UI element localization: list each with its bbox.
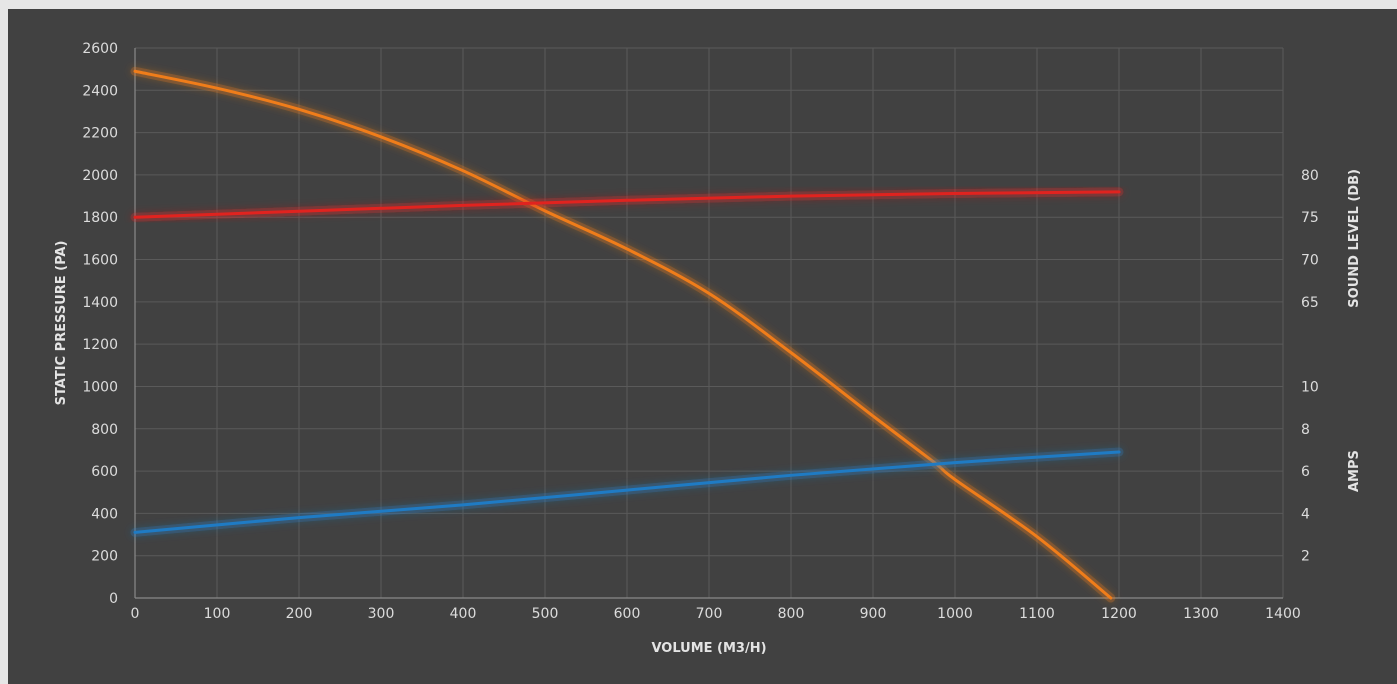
y-tick-label: 600 [91,464,118,480]
sound-tick-label: 75 [1301,210,1319,226]
x-tick-label: 1300 [1183,606,1219,622]
sound-axis-title: SOUND LEVEL (DB) [1347,169,1362,308]
x-tick-label: 700 [696,606,723,622]
chart-panel: 0 100 200 300 400 500 600 700 800 900 1000 1100 1200… [8,9,1397,684]
amps-line [133,450,1121,534]
sound-tick-label: 65 [1301,295,1319,311]
x-tick-label: 1200 [1101,606,1137,622]
amps-tick-label: 8 [1301,422,1310,438]
sound-level-line [133,190,1121,219]
y-tick-label: 0 [109,591,118,607]
x-tick-label: 400 [450,606,477,622]
y-tick-label: 200 [91,549,118,565]
x-tick-label: 800 [778,606,805,622]
x-tick-label: 1100 [1019,606,1055,622]
grid [134,47,1284,599]
x-tick-label: 0 [131,606,140,622]
y-tick-label: 1000 [82,379,118,395]
y-tick-label: 400 [91,506,118,522]
pressure-curve [133,69,1113,600]
x-tick-label: 1400 [1265,606,1301,622]
y-axis-title: STATIC PRESSURE (PA) [54,241,69,406]
y-tick-label: 1800 [82,210,118,226]
y-tick-label: 800 [91,422,118,438]
x-tick-label: 900 [860,606,887,622]
y-tick-label: 1600 [82,253,118,269]
amps-tick-label: 2 [1301,549,1310,565]
x-tick-label: 100 [204,606,231,622]
amps-tick-label: 4 [1301,506,1310,522]
sound-tick-label: 70 [1301,253,1319,269]
y-tick-label: 1400 [82,295,118,311]
sound-tick-label: 80 [1301,168,1319,184]
x-tick-label: 1000 [937,606,973,622]
x-tick-label: 500 [532,606,559,622]
x-tick-label: 200 [286,606,313,622]
amps-tick-label: 6 [1301,464,1310,480]
y-tick-label: 2000 [82,168,118,184]
y-tick-label: 1200 [82,337,118,353]
x-tick-label: 300 [368,606,395,622]
x-axis-title: VOLUME (M3/H) [651,641,766,656]
amps-axis-title: AMPS [1347,450,1362,492]
y-tick-label: 2200 [82,126,118,142]
performance-chart: 0 100 200 300 400 500 600 700 800 900 1000 1100 1200… [54,41,1362,656]
y-tick-label: 2600 [82,41,118,57]
amps-tick-label: 10 [1301,379,1319,395]
tick-labels: 0 100 200 300 400 500 600 700 800 900 1000 1100 1200… [82,41,1318,622]
series [130,66,1124,603]
y-tick-label: 2400 [82,83,118,99]
x-tick-label: 600 [614,606,641,622]
